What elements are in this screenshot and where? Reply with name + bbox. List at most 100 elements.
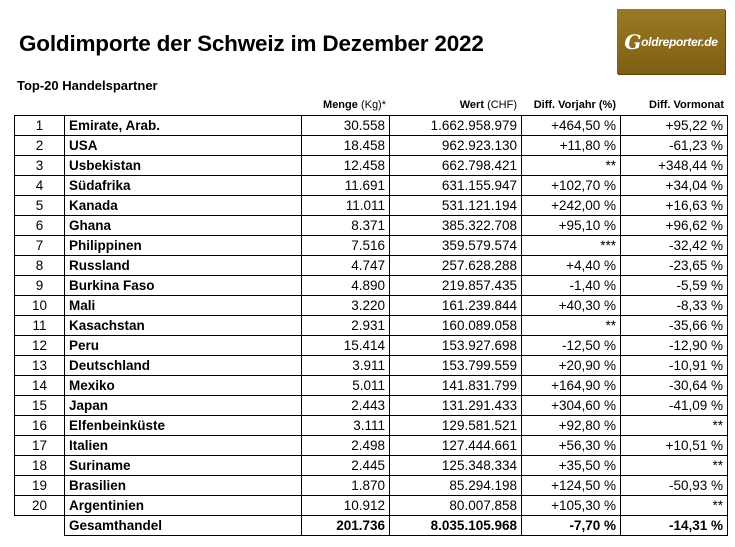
cell-country: Kasachstan	[64, 315, 302, 336]
cell-wert: 125.348.334	[389, 455, 522, 476]
cell-rank: 17	[14, 435, 65, 456]
cell-country: Suriname	[64, 455, 302, 476]
cell-diff-vorjahr: +92,80 %	[521, 415, 621, 436]
cell-diff-vormonat: -5,59 %	[620, 275, 728, 296]
subtitle: Top-20 Handelspartner	[17, 78, 158, 93]
page-title: Goldimporte der Schweiz im Dezember 2022	[19, 31, 484, 56]
cell-menge: 7.516	[301, 235, 390, 256]
cell-diff-vormonat: -10,91 %	[620, 355, 728, 376]
cell-menge: 2.498	[301, 435, 390, 456]
table-row: 7 Philippinen 7.516 359.579.574 *** -32,42 %	[14, 235, 728, 256]
cell-rank: 1	[14, 115, 65, 136]
total-label: Gesamthandel	[64, 515, 302, 536]
cell-diff-vorjahr: +304,60 %	[521, 395, 621, 416]
cell-wert: 385.322.708	[389, 215, 522, 236]
cell-diff-vorjahr: ***	[521, 235, 621, 256]
table-row: 10 Mali 3.220 161.239.844 +40,30 % -8,33 %	[14, 295, 728, 316]
cell-rank: 11	[14, 315, 65, 336]
cell-wert: 219.857.435	[389, 275, 522, 296]
cell-rank: 7	[14, 235, 65, 256]
table-row: 16 Elfenbeinküste 3.111 129.581.521 +92,80 %…	[14, 415, 728, 436]
cell-wert: 160.089.058	[389, 315, 522, 336]
cell-diff-vorjahr: +105,30 %	[521, 495, 621, 516]
cell-menge: 1.870	[301, 475, 390, 496]
cell-rank: 3	[14, 155, 65, 176]
cell-rank: 12	[14, 335, 65, 356]
cell-diff-vormonat: -50,93 %	[620, 475, 728, 496]
cell-country: Mali	[64, 295, 302, 316]
cell-diff-vormonat: +16,63 %	[620, 195, 728, 216]
table-row: 9 Burkina Faso 4.890 219.857.435 -1,40 % -5,5…	[14, 275, 728, 296]
cell-menge: 10.912	[301, 495, 390, 516]
cell-wert: 153.799.559	[389, 355, 522, 376]
cell-menge: 15.414	[301, 335, 390, 356]
cell-wert: 80.007.858	[389, 495, 522, 516]
cell-diff-vorjahr: +242,00 %	[521, 195, 621, 216]
cell-country: Kanada	[64, 195, 302, 216]
cell-country: USA	[64, 135, 302, 156]
cell-rank: 13	[14, 355, 65, 376]
cell-diff-vormonat: **	[620, 495, 728, 516]
cell-diff-vormonat: +348,44 %	[620, 155, 728, 176]
cell-menge: 12.458	[301, 155, 390, 176]
table-row: 15 Japan 2.443 131.291.433 +304,60 % -41,09 %	[14, 395, 728, 416]
cell-wert: 662.798.421	[389, 155, 522, 176]
cell-country: Emirate, Arab.	[64, 115, 302, 136]
cell-menge: 11.011	[301, 195, 390, 216]
cell-country: Russland	[64, 255, 302, 276]
cell-diff-vormonat: **	[620, 455, 728, 476]
cell-country: Peru	[64, 335, 302, 356]
cell-menge: 2.931	[301, 315, 390, 336]
cell-country: Deutschland	[64, 355, 302, 376]
cell-wert: 85.294.198	[389, 475, 522, 496]
cell-country: Burkina Faso	[64, 275, 302, 296]
cell-menge: 18.458	[301, 135, 390, 156]
cell-wert: 631.155.947	[389, 175, 522, 196]
table-row: 6 Ghana 8.371 385.322.708 +95,10 % +96,62 %	[14, 215, 728, 236]
cell-country: Elfenbeinküste	[64, 415, 302, 436]
cell-diff-vormonat: -23,65 %	[620, 255, 728, 276]
cell-menge: 2.443	[301, 395, 390, 416]
cell-diff-vorjahr: +11,80 %	[521, 135, 621, 156]
table-row: 2 USA 18.458 962.923.130 +11,80 % -61,23 %	[14, 135, 728, 156]
cell-diff-vorjahr: +56,30 %	[521, 435, 621, 456]
cell-menge: 2.445	[301, 455, 390, 476]
table-row: 5 Kanada 11.011 531.121.194 +242,00 % +16,63 …	[14, 195, 728, 216]
cell-menge: 11.691	[301, 175, 390, 196]
cell-menge: 4.747	[301, 255, 390, 276]
header-vormonat: Diff. Vormonat	[649, 99, 724, 111]
cell-diff-vormonat: -35,66 %	[620, 315, 728, 336]
total-vormonat: -14,31 %	[620, 515, 728, 536]
cell-rank: 5	[14, 195, 65, 216]
cell-diff-vorjahr: **	[521, 315, 621, 336]
cell-rank: 19	[14, 475, 65, 496]
cell-menge: 4.890	[301, 275, 390, 296]
cell-rank: 14	[14, 375, 65, 396]
table-row: 13 Deutschland 3.911 153.799.559 +20,90 % -10…	[14, 355, 728, 376]
cell-diff-vorjahr: +40,30 %	[521, 295, 621, 316]
cell-diff-vorjahr: **	[521, 155, 621, 176]
cell-rank: 16	[14, 415, 65, 436]
cell-menge: 3.911	[301, 355, 390, 376]
cell-rank: 15	[14, 395, 65, 416]
header-menge: Menge (Kg)*	[323, 99, 386, 111]
cell-country: Japan	[64, 395, 302, 416]
table-row: 14 Mexiko 5.011 141.831.799 +164,90 % -30,64 …	[14, 375, 728, 396]
cell-diff-vormonat: +34,04 %	[620, 175, 728, 196]
cell-rank: 8	[14, 255, 65, 276]
cell-menge: 3.111	[301, 415, 390, 436]
cell-country: Usbekistan	[64, 155, 302, 176]
total-menge: 201.736	[301, 515, 390, 536]
header-vorjahr: Diff. Vorjahr (%)	[533, 99, 616, 111]
cell-diff-vormonat: **	[620, 415, 728, 436]
cell-diff-vorjahr: +464,50 %	[521, 115, 621, 136]
cell-wert: 359.579.574	[389, 235, 522, 256]
cell-rank: 4	[14, 175, 65, 196]
cell-diff-vorjahr: -1,40 %	[521, 275, 621, 296]
cell-country: Südafrika	[64, 175, 302, 196]
table-row: 4 Südafrika 11.691 631.155.947 +102,70 % +34,…	[14, 175, 728, 196]
table-row: 1 Emirate, Arab. 30.558 1.662.958.979 +464,5…	[14, 115, 728, 136]
cell-country: Brasilien	[64, 475, 302, 496]
header-wert: Wert (CHF)	[459, 99, 517, 111]
